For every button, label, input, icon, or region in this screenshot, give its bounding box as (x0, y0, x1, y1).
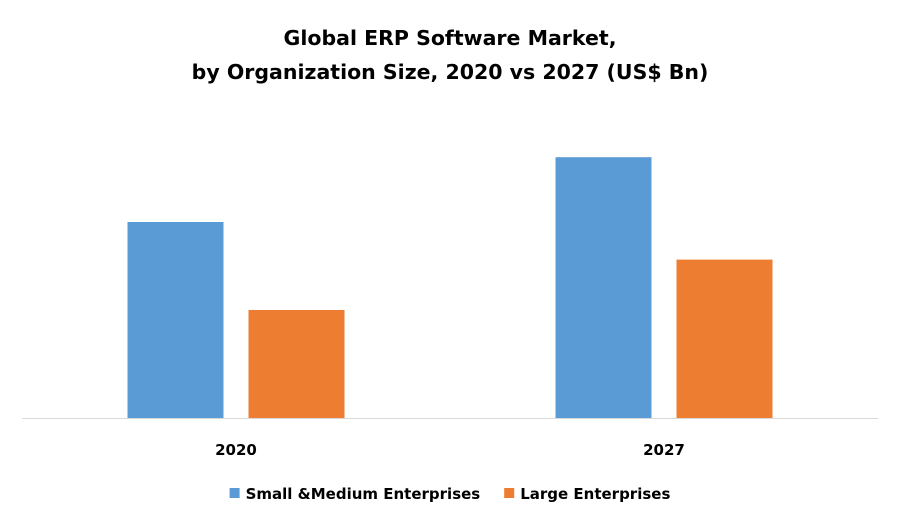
legend-label-large: Large Enterprises (520, 485, 670, 503)
x-tick-label-2027: 2027 (643, 441, 685, 459)
bar-2020-large (248, 310, 345, 418)
x-tick-labels: 2020 2027 (215, 441, 685, 459)
bar-2027-large (676, 259, 773, 418)
legend-swatch-small-medium (229, 488, 240, 498)
chart-title-line-2: by Organization Size, 2020 vs 2027 (US$ … (192, 60, 709, 84)
bars-group (127, 157, 773, 418)
chart-title: Global ERP Software Market, by Organizat… (192, 26, 709, 84)
bar-2027-small-medium (555, 157, 652, 418)
x-tick-label-2020: 2020 (215, 441, 257, 459)
bar-2020-small-medium (127, 222, 224, 418)
legend: Small &Medium Enterprises Large Enterpris… (229, 485, 670, 503)
legend-swatch-large (504, 488, 515, 498)
legend-label-small-medium: Small &Medium Enterprises (246, 485, 481, 503)
chart-title-line-1: Global ERP Software Market, (284, 26, 617, 50)
